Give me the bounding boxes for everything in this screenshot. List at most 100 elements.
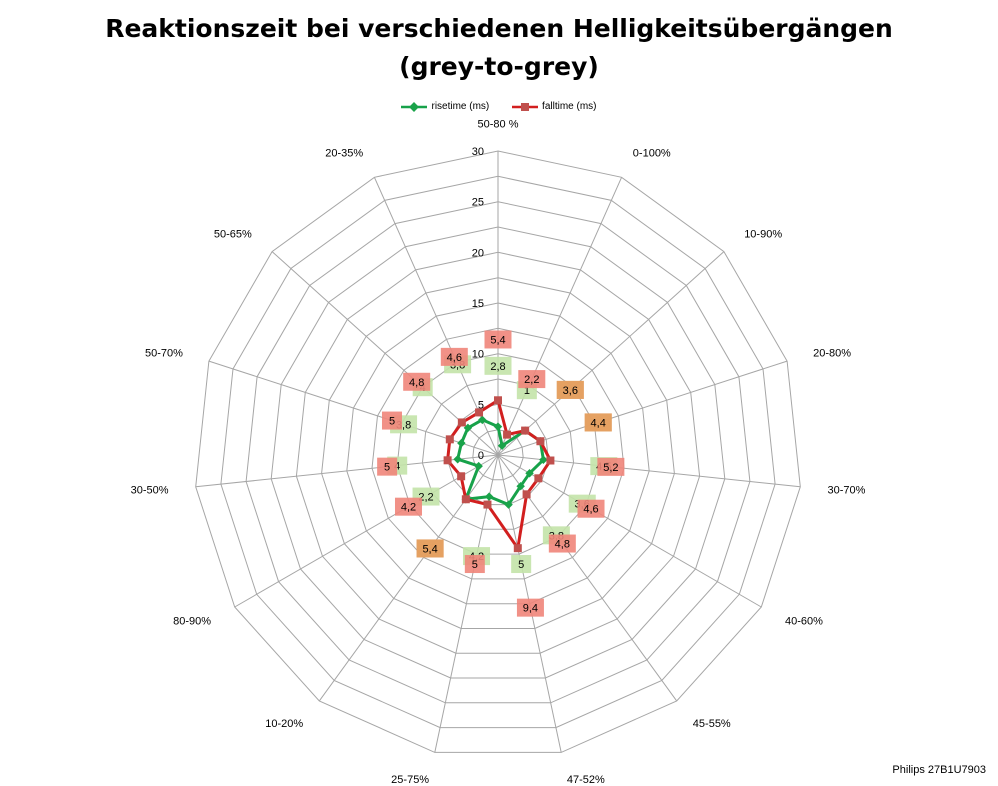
falltime-point (521, 426, 530, 435)
risetime-data-label: 5 (518, 559, 524, 571)
falltime-data-label-bg (464, 555, 485, 574)
falltime-data-label: 5 (384, 462, 390, 474)
falltime-data-label: 4,6 (447, 352, 462, 364)
risetime-data-label-bg (484, 356, 512, 375)
legend-falltime-marker (512, 102, 539, 111)
falltime-data-label-bg (584, 413, 612, 432)
risetime-data-label: 2,8 (490, 361, 505, 373)
grid-ring (245, 201, 751, 704)
falltime-data-label-bg (416, 539, 444, 558)
falltime-data-label: 4,8 (555, 539, 570, 551)
chart-title-line-1: Reaktionszeit bei verschiedenen Helligke… (105, 14, 893, 43)
falltime-data-label-bg (516, 598, 544, 617)
falltime-data-label-bg (377, 457, 398, 476)
category-label: 10-20% (265, 718, 303, 730)
risetime-point (493, 422, 503, 431)
falltime-point (534, 474, 543, 483)
axis-tick-label: 15 (472, 298, 484, 310)
legend-risetime-label: risetime (ms) (431, 101, 490, 112)
category-label: 40-60% (785, 616, 823, 628)
grid-ring (472, 429, 524, 481)
legend-risetime-marker (401, 101, 428, 112)
falltime-data-label: 5,2 (603, 462, 618, 474)
risetime-data-label: 2,2 (418, 492, 433, 504)
category-label: 45-55% (693, 718, 731, 730)
legend-item-risetime: risetime (ms) (401, 101, 489, 112)
falltime-data-label: 5,4 (490, 335, 505, 347)
grid-spoke (318, 454, 499, 702)
legend-item-falltime: falltime (ms) (512, 101, 597, 112)
grid-ring (220, 175, 776, 729)
grid-ring (396, 353, 600, 555)
grid-spoke (497, 360, 788, 456)
grid-spoke (234, 454, 499, 608)
grid-ring (346, 302, 650, 605)
grid-ring (321, 277, 675, 629)
risetime-point (457, 438, 466, 448)
category-label: 80-90% (173, 616, 211, 628)
falltime-data-label: 9,4 (523, 603, 538, 615)
category-label: 25-75% (391, 774, 429, 786)
falltime-point (443, 456, 452, 465)
falltime-data-label-bg (381, 411, 402, 430)
category-label: 50-80 % (478, 119, 519, 131)
falltime-data-label: 4,6 (583, 504, 598, 516)
grid-ring (371, 327, 625, 580)
falltime-point (494, 396, 502, 405)
legend-falltime-label: falltime (ms) (542, 101, 597, 112)
falltime-data-label-bg (548, 534, 576, 553)
risetime-point (478, 415, 487, 425)
category-label: 10-90% (744, 228, 782, 240)
risetime-data-label: 1 (524, 385, 530, 397)
falltime-data-label: 2,2 (524, 374, 539, 386)
falltime-data-label: 5 (472, 559, 478, 571)
chart-legend: risetime (ms) falltime (ms) (0, 101, 998, 115)
grid-ring (421, 378, 575, 530)
risetime-data-label: 4 (394, 461, 400, 473)
falltime-data-label: 4,4 (591, 417, 606, 429)
grid-spoke (208, 360, 499, 456)
falltime-data-label-bg (403, 372, 431, 391)
category-label: 30-70% (828, 485, 866, 497)
grid-spoke (497, 177, 623, 456)
category-label: 20-80% (813, 348, 851, 360)
risetime-point (484, 492, 494, 501)
falltime-data-label-bg (484, 330, 512, 349)
chart-title: Reaktionszeit bei verschiedenen Helligke… (0, 10, 998, 86)
chart-title-line-2: (grey-to-grey) (399, 52, 599, 81)
risetime-point (525, 468, 534, 478)
falltime-data-label-bg (394, 497, 422, 516)
falltime-point (475, 408, 484, 417)
risetime-point (453, 454, 462, 464)
category-label: 20-35% (325, 147, 363, 159)
falltime-data-label: 5 (389, 416, 395, 428)
radar-grid (195, 150, 801, 753)
category-label: 50-70% (145, 348, 183, 360)
falltime-point (513, 544, 522, 553)
grid-ring (270, 226, 726, 679)
category-label: 30-50% (131, 485, 169, 497)
falltime-series-line (446, 398, 552, 550)
grid-spoke (195, 454, 499, 488)
axis-tick-label: 20 (472, 247, 484, 259)
risetime-point (474, 461, 483, 471)
falltime-point (457, 418, 466, 427)
falltime-data-label-bg (577, 499, 605, 518)
falltime-data-label-bg (518, 370, 546, 389)
risetime-point (504, 500, 513, 509)
axis-tick-label: 30 (472, 146, 484, 158)
falltime-point (503, 430, 512, 439)
falltime-data-label: 5,4 (422, 544, 437, 556)
falltime-data-label-bg (597, 457, 625, 476)
grid-spoke (497, 251, 725, 456)
risetime-data-label-bg (511, 555, 532, 574)
falltime-data-label-bg (440, 347, 468, 366)
falltime-point (522, 490, 531, 499)
falltime-point (546, 456, 555, 465)
category-label: 50-65% (214, 228, 252, 240)
falltime-point (483, 500, 492, 509)
watermark-label: Philips 27B1U7903 (892, 764, 986, 776)
falltime-data-label-bg (556, 380, 584, 399)
grid-ring (295, 251, 701, 654)
